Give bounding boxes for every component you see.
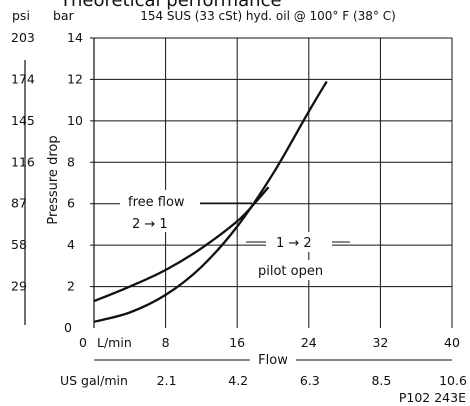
y-tick-0: 2 xyxy=(67,279,75,294)
x-tick-3: 32 xyxy=(372,335,388,350)
y-tick-3: 8 xyxy=(67,154,75,169)
y-tick-2: 6 xyxy=(67,196,75,211)
free-flow-label-bg xyxy=(120,190,200,232)
y-unit-primary: bar xyxy=(53,8,75,23)
y-unit-secondary: psi xyxy=(12,8,30,23)
y-tick-secondary-3: 116 xyxy=(11,154,35,169)
part-number: P102 243E xyxy=(399,390,466,405)
x-tick-4: 40 xyxy=(444,335,460,350)
y-tick-zero: 0 xyxy=(64,320,72,335)
x-tick-2: 24 xyxy=(301,335,317,350)
grid-lines xyxy=(90,37,453,328)
x-unit-secondary: US gal/min xyxy=(60,373,128,388)
y-tick-secondary-2: 87 xyxy=(11,196,27,211)
y-axis-label: Pressure drop xyxy=(46,135,61,224)
x-tick-secondary-0: 2.1 xyxy=(157,373,177,388)
pilot-dir-label-bg xyxy=(266,232,332,252)
pilot-open-label-bg xyxy=(254,260,334,280)
annotation-pilot-dir: 1 → 2 xyxy=(276,236,312,251)
y-tick-secondary-6: 203 xyxy=(11,30,35,45)
x-tick-secondary-1: 4.2 xyxy=(228,373,248,388)
y-tick-secondary-4: 145 xyxy=(11,113,35,128)
annotation-free-flow: free flow xyxy=(128,195,185,210)
x-tick-1: 16 xyxy=(229,335,245,350)
chart-title: 154 SUS (33 cSt) hyd. oil @ 100° F (38° … xyxy=(140,9,396,23)
y-tick-secondary-5: 174 xyxy=(11,71,35,86)
x-axis-label: Flow xyxy=(258,353,288,368)
x-tick-0: 8 xyxy=(162,335,170,350)
annotation-pilot-open: pilot open xyxy=(258,264,323,279)
y-tick-secondary-0: 29 xyxy=(11,279,27,294)
y-tick-5: 12 xyxy=(67,71,83,86)
y-tick-1: 4 xyxy=(67,237,75,252)
x-tick-secondary-4: 10.6 xyxy=(439,373,467,388)
y-tick-labels: 0 2 29 4 58 6 87 8 116 10 145 12 174 14 203 xyxy=(11,30,83,335)
y-tick-6: 14 xyxy=(67,30,83,45)
series-line-1 xyxy=(93,80,328,323)
chart-heading: Theoretical performance xyxy=(59,0,282,11)
x-unit-primary: L/min xyxy=(97,335,132,350)
x-tick-secondary-3: 8.5 xyxy=(371,373,391,388)
series-curves xyxy=(93,80,350,323)
x-tick-zero: 0 xyxy=(79,335,87,350)
y-tick-secondary-1: 58 xyxy=(11,237,27,252)
x-tick-labels: 8 16 24 32 40 xyxy=(162,335,460,350)
x-tick-labels-secondary: 2.1 4.2 6.3 8.5 10.6 xyxy=(157,373,467,388)
y-tick-4: 10 xyxy=(67,113,83,128)
x-tick-secondary-2: 6.3 xyxy=(300,373,320,388)
annotation-free-flow-dir: 2 → 1 xyxy=(132,217,168,232)
